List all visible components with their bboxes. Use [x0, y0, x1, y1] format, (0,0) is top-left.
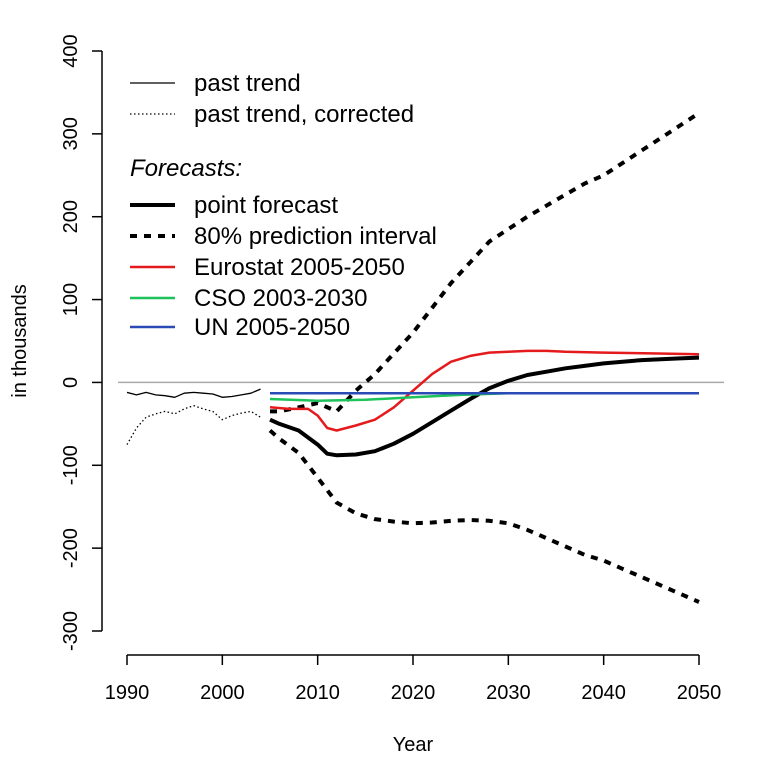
series-point-forecast: [269, 355, 700, 458]
y-tick-label: -100: [60, 445, 82, 485]
y-axis-ticks: -300 -200 -100 0 100 200 300 400: [60, 34, 102, 651]
series-past-trend: [126, 388, 261, 398]
y-tick-label: 400: [60, 34, 82, 67]
y-axis-title: in thousands: [9, 284, 31, 397]
x-tick-label: 1990: [105, 682, 150, 704]
x-tick-label: 2020: [391, 682, 436, 704]
x-axis-ticks: 1990 2000 2010 2020 2030 2040 2050: [105, 655, 722, 704]
x-tick-label: 2000: [200, 682, 245, 704]
legend-label-cso-2003-2030: CSO 2003-2030: [194, 285, 367, 312]
legend-label-point-forecast: point forecast: [194, 192, 338, 219]
series-80-prediction-interval-upper: [270, 111, 701, 414]
legend-label-un-2005-2050: UN 2005-2050: [194, 314, 350, 341]
legend-label-eurostat-2005-2050: Eurostat 2005-2050: [194, 254, 405, 281]
legend-label-past-trend: past trend: [194, 70, 301, 97]
y-tick-label: 0: [60, 377, 82, 388]
legend-label-past-trend-corrected: past trend, corrected: [194, 101, 414, 128]
legend-label-80-prediction-interval: 80% prediction interval: [194, 223, 437, 250]
y-tick-label: 100: [60, 283, 82, 316]
legend: past trend past trend, corrected point for…: [130, 70, 437, 341]
x-tick-label: 2010: [295, 682, 340, 704]
x-tick-label: 2050: [677, 682, 722, 704]
legend-title: Forecasts:: [130, 155, 242, 182]
y-tick-label: 300: [60, 117, 82, 150]
x-tick-label: 2040: [581, 682, 626, 704]
series-past-trend-corrected: [126, 404, 261, 445]
axes-layer: 1990 2000 2010 2020 2030 2040 2050 -300-200-10…: [9, 34, 721, 756]
x-tick-label: 2030: [486, 682, 531, 704]
series-layer: [126, 111, 701, 604]
x-axis-title: Year: [393, 734, 434, 756]
series-eurostat-2005-2050: [269, 349, 700, 432]
series-cso-2003-2030: [269, 391, 509, 402]
y-tick-label: -300: [60, 611, 82, 651]
y-tick-label: -200: [60, 528, 82, 568]
y-tick-label: 200: [60, 200, 82, 233]
